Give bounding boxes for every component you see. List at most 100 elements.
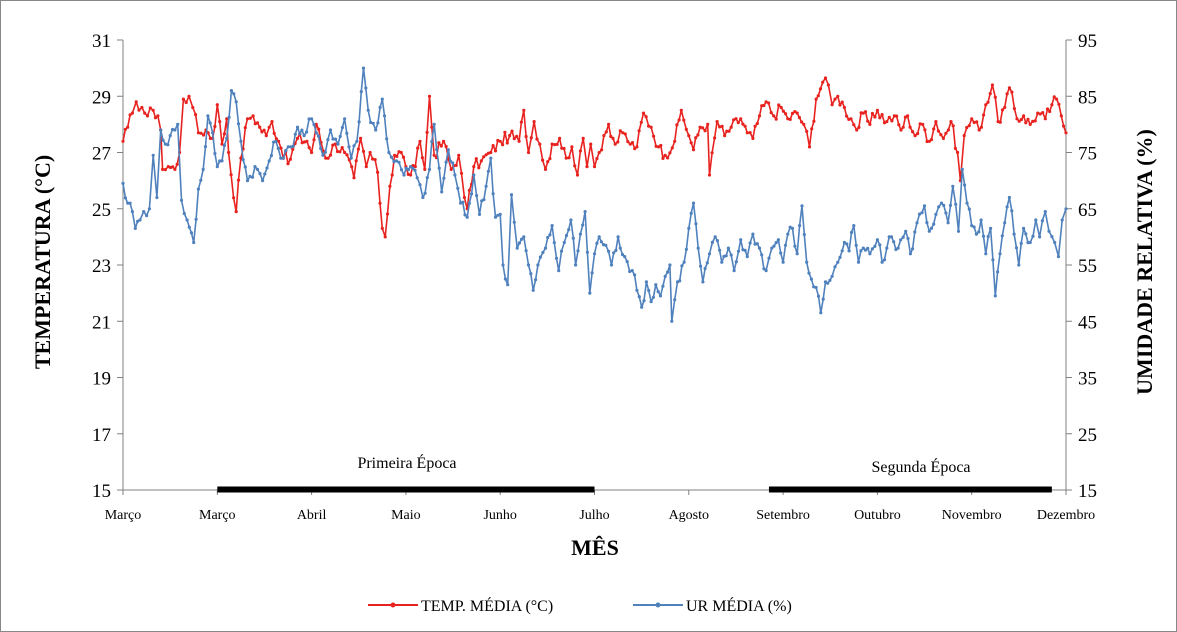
y-left-tick-label: 27	[92, 144, 111, 165]
data-point	[482, 155, 486, 159]
data-point	[543, 167, 548, 171]
data-point	[845, 114, 849, 118]
y-right-tick-label: 95	[1078, 31, 1097, 52]
data-point	[790, 111, 795, 115]
data-point	[762, 103, 766, 108]
data-point	[814, 285, 818, 290]
data-point	[998, 120, 1002, 124]
data-point	[258, 125, 262, 129]
data-point	[574, 263, 578, 267]
data-point	[727, 129, 731, 133]
data-point	[573, 164, 577, 168]
data-point	[826, 281, 830, 285]
data-point	[625, 260, 629, 264]
data-point	[457, 153, 461, 157]
data-point	[755, 242, 759, 246]
data-point	[661, 156, 665, 160]
data-point	[628, 269, 632, 274]
data-point	[991, 258, 995, 262]
data-point	[477, 212, 482, 216]
data-point	[635, 288, 639, 292]
data-point	[277, 139, 281, 143]
data-point	[213, 151, 217, 156]
data-point	[121, 181, 125, 185]
data-point	[354, 159, 358, 163]
x-tick-label: Junho	[483, 508, 516, 523]
data-point	[609, 263, 614, 267]
data-point	[821, 297, 825, 301]
y-right-tick-label: 75	[1078, 144, 1097, 165]
data-point	[644, 280, 649, 284]
data-point	[1043, 210, 1047, 214]
data-point	[538, 255, 543, 259]
data-point	[988, 92, 992, 96]
data-point	[472, 173, 476, 177]
data-point	[715, 239, 720, 243]
data-point	[503, 130, 507, 134]
y-right-tick-label: 55	[1078, 256, 1097, 277]
data-point	[1041, 111, 1045, 115]
data-point	[842, 240, 847, 245]
data-point	[1022, 114, 1026, 118]
y-right-tick-label: 25	[1078, 425, 1097, 446]
data-point	[783, 243, 788, 247]
data-point	[852, 123, 856, 127]
data-point	[946, 128, 951, 132]
data-point	[378, 105, 382, 109]
data-point	[989, 226, 993, 230]
y-left-tick-label: 19	[92, 369, 111, 390]
data-point	[451, 161, 455, 165]
data-point	[779, 251, 783, 255]
data-point	[567, 156, 571, 160]
data-point	[559, 249, 564, 253]
data-point	[651, 295, 656, 299]
data-point	[979, 125, 984, 129]
data-point	[279, 146, 283, 150]
data-point	[777, 103, 781, 107]
data-point	[449, 167, 453, 171]
data-point	[1000, 234, 1004, 238]
data-point	[1050, 235, 1054, 239]
data-point	[215, 165, 219, 169]
data-point	[647, 124, 651, 128]
data-point	[208, 136, 212, 140]
data-point	[133, 226, 137, 230]
data-point	[770, 246, 774, 250]
data-point	[302, 134, 306, 138]
data-point	[944, 211, 948, 215]
data-point	[720, 124, 724, 128]
data-point	[689, 211, 693, 215]
data-point	[880, 260, 884, 264]
data-point	[990, 83, 995, 87]
data-point	[807, 145, 812, 149]
data-point	[849, 117, 853, 121]
data-point	[321, 153, 325, 157]
data-point	[739, 238, 743, 242]
data-point	[607, 249, 611, 253]
data-point	[213, 125, 217, 129]
data-point	[564, 156, 568, 160]
data-point	[142, 210, 146, 214]
data-point	[911, 247, 915, 251]
x-tick-label: Outubro	[854, 508, 901, 523]
data-point	[208, 121, 212, 125]
data-point	[726, 246, 731, 250]
data-point	[1060, 218, 1064, 222]
data-point	[1026, 117, 1030, 121]
data-point	[352, 144, 356, 148]
data-point	[772, 114, 776, 118]
data-point	[680, 264, 684, 268]
data-point	[437, 166, 441, 170]
data-point	[986, 234, 990, 239]
data-point	[927, 139, 931, 143]
data-point	[173, 167, 177, 171]
data-point	[962, 134, 966, 138]
data-point	[550, 142, 554, 146]
x-tick-label: Maio	[391, 508, 421, 523]
data-point	[755, 121, 759, 126]
data-point	[279, 156, 283, 160]
data-point	[1022, 226, 1026, 230]
data-point	[984, 252, 988, 256]
y-left-tick-label: 25	[92, 200, 111, 221]
data-point	[779, 105, 783, 110]
